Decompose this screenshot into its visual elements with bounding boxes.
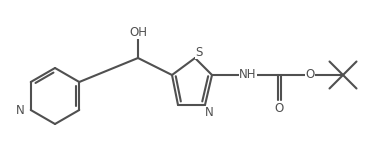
Text: N: N bbox=[205, 107, 213, 119]
Text: N: N bbox=[16, 103, 25, 116]
Text: NH: NH bbox=[239, 69, 257, 81]
Text: O: O bbox=[305, 69, 315, 81]
Text: OH: OH bbox=[129, 26, 147, 38]
Text: S: S bbox=[195, 46, 203, 58]
Text: O: O bbox=[275, 101, 284, 115]
